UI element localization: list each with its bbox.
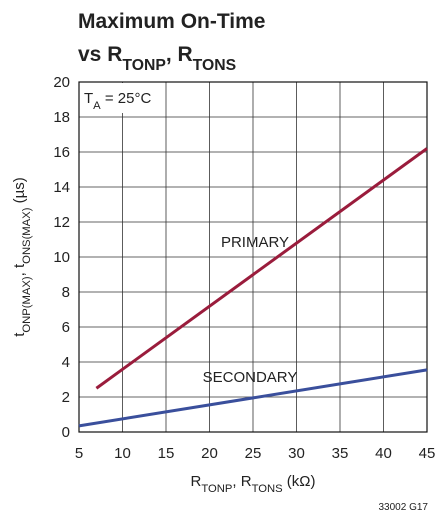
x-tick-label: 5 <box>75 445 83 462</box>
x-tick-label: 25 <box>245 445 262 462</box>
annotation-part: = 25°C <box>101 90 152 107</box>
y-axis-label: tONP(MAX), tONS(MAX) (µs) <box>11 177 33 337</box>
chart-title: vs RTONP, RTONS <box>78 43 236 74</box>
series-label: SECONDARY <box>203 369 298 386</box>
annotation-part: T <box>84 90 93 107</box>
x-axis-label-part: R <box>190 473 201 490</box>
x-tick-label: 10 <box>114 445 131 462</box>
y-tick-label: 8 <box>62 284 70 301</box>
x-tick-label: 40 <box>375 445 392 462</box>
x-tick-label: 45 <box>419 445 436 462</box>
y-axis-label-part: ONS(MAX) <box>21 207 33 264</box>
series-label: PRIMARY <box>221 234 289 251</box>
chart-title-part: TONS <box>193 57 236 74</box>
x-axis-label: RTONP, RTONS (kΩ) <box>190 473 315 495</box>
series-line <box>95 147 428 390</box>
y-axis-label-part: t <box>11 332 28 337</box>
y-tick-label: 20 <box>53 74 70 91</box>
grid <box>78 81 428 433</box>
chart-title-part: , R <box>166 43 193 66</box>
y-tick-label: 12 <box>53 214 70 231</box>
y-tick-label: 2 <box>62 389 70 406</box>
annotation-part: A <box>93 100 101 112</box>
y-tick-label: 10 <box>53 249 70 266</box>
annotation-box <box>80 83 160 113</box>
series-line <box>78 368 428 428</box>
x-axis-label-part: TONS <box>252 483 283 495</box>
x-axis-label-part: (kΩ) <box>283 473 316 490</box>
x-tick-label: 15 <box>158 445 175 462</box>
y-axis-label-part: (µs) <box>11 177 28 207</box>
y-axis-label-part: , t <box>11 263 28 276</box>
y-tick-label: 16 <box>53 144 70 161</box>
x-tick-label: 20 <box>201 445 218 462</box>
y-tick-label: 4 <box>62 354 70 371</box>
chart-title: Maximum On-Time <box>78 10 265 33</box>
footnote: 33002 G17 <box>379 502 429 513</box>
y-tick-label: 14 <box>53 179 70 196</box>
chart-title-part: TONP <box>122 57 165 74</box>
x-axis-label-part: , R <box>232 473 251 490</box>
annotation: TA = 25°C <box>84 90 151 112</box>
x-tick-label: 30 <box>288 445 305 462</box>
chart-title-part: vs R <box>78 43 122 66</box>
plot-frame <box>78 81 428 433</box>
y-axis-label-part: ONP(MAX) <box>21 276 33 333</box>
chart-title-part: Maximum On-Time <box>78 10 265 33</box>
y-tick-label: 18 <box>53 109 70 126</box>
x-axis-label-part: TONP <box>201 483 232 495</box>
y-tick-label: 6 <box>62 319 70 336</box>
x-tick-label: 35 <box>332 445 349 462</box>
y-tick-label: 0 <box>62 424 70 441</box>
